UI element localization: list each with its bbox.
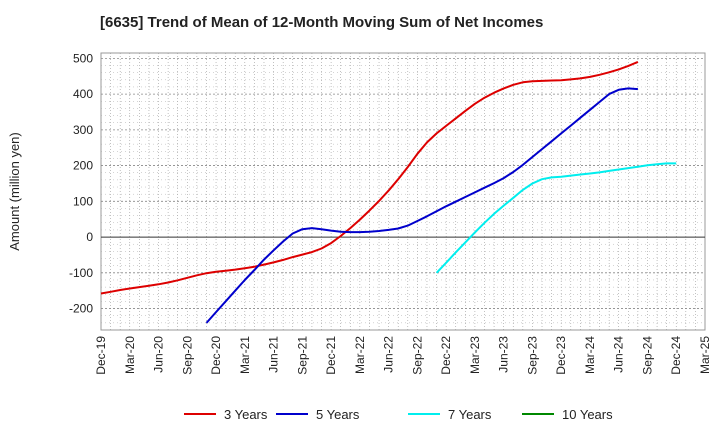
x-tick-label: Sep-20	[180, 336, 194, 375]
x-tick-label: Dec-22	[439, 336, 453, 375]
x-tick-label: Jun-21	[267, 336, 281, 373]
legend-label: 5 Years	[316, 407, 360, 422]
x-tick-label: Dec-19	[94, 336, 108, 375]
series-line-3-years	[100, 60, 639, 295]
series-line-5-years	[205, 87, 638, 324]
x-tick-label: Dec-20	[209, 336, 223, 375]
legend-item: 5 Years	[276, 407, 360, 422]
plot-area	[100, 52, 706, 331]
y-tick-label: 100	[73, 194, 93, 208]
x-tick-label: Sep-21	[295, 336, 309, 375]
y-tick-label: 300	[73, 123, 93, 137]
y-axis-title: Amount (million yen)	[7, 132, 22, 251]
x-tick-label: Jun-22	[382, 336, 396, 373]
y-tick-label: 200	[73, 159, 93, 173]
legend-item: 10 Years	[522, 407, 613, 422]
x-tick-label: Jun-24	[612, 336, 626, 373]
x-tick-label: Mar-23	[468, 336, 482, 374]
legend-label: 3 Years	[224, 407, 268, 422]
x-tick-label: Dec-23	[554, 336, 568, 375]
series-line-7-years	[435, 162, 677, 274]
x-tick-label: Mar-24	[583, 336, 597, 374]
x-tick-label: Mar-20	[123, 336, 137, 374]
legend-label: 10 Years	[562, 407, 613, 422]
x-tick-label: Mar-22	[353, 336, 367, 374]
y-tick-label: 500	[73, 51, 93, 65]
x-tick-label: Sep-22	[410, 336, 424, 375]
x-tick-label: Sep-23	[525, 336, 539, 375]
legend-item: 3 Years	[184, 407, 268, 422]
x-tick-label: Mar-21	[238, 336, 252, 374]
chart-title: [6635] Trend of Mean of 12-Month Moving …	[100, 14, 544, 31]
x-tick-label: Jun-20	[152, 336, 166, 373]
y-tick-label: -100	[69, 266, 93, 280]
x-tick-label: Mar-25	[698, 336, 712, 374]
x-tick-label: Sep-24	[640, 336, 654, 375]
y-tick-label: 0	[86, 230, 93, 244]
x-tick-label: Dec-21	[324, 336, 338, 375]
y-tick-label: -200	[69, 302, 93, 316]
legend-item: 7 Years	[408, 407, 492, 422]
x-tick-label: Dec-24	[669, 336, 683, 375]
x-tick-label: Jun-23	[497, 336, 511, 373]
legend-label: 7 Years	[448, 407, 492, 422]
y-tick-label: 400	[73, 87, 93, 101]
